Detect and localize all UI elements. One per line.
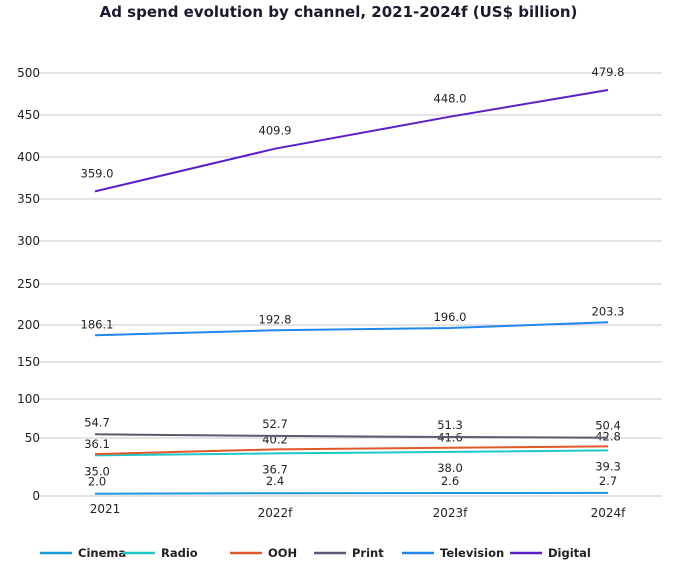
series-line-digital [94, 89, 609, 193]
data-label: 36.7 [262, 462, 288, 476]
legend-label: Cinema [78, 546, 126, 560]
data-label: 39.3 [595, 459, 621, 473]
y-tick-label: 350 [17, 192, 40, 206]
y-tick-label: 50 [25, 431, 40, 445]
y-tick-label: 500 [17, 66, 40, 80]
legend-label: Digital [548, 546, 591, 560]
data-label: 35.0 [84, 464, 110, 478]
data-label: 192.8 [259, 312, 292, 326]
series-line-cinema [94, 491, 609, 495]
y-tick-label: 400 [17, 150, 40, 164]
y-tick-label: 0 [32, 489, 40, 503]
y-tick-label: 100 [17, 392, 40, 406]
data-label: 51.3 [437, 418, 463, 432]
data-label: 196.0 [434, 310, 467, 324]
data-label: 54.7 [84, 415, 110, 429]
data-label: 359.0 [81, 166, 114, 180]
x-tick-label: 2021 [90, 502, 121, 516]
data-label: 203.3 [592, 304, 625, 318]
x-tick-label: 2022f [258, 506, 294, 520]
x-tick-label: 2024f [591, 506, 627, 520]
series-line-radio [94, 449, 609, 457]
data-label: 40.2 [262, 432, 288, 446]
data-label: 448.0 [434, 92, 467, 106]
legend-label: Radio [161, 546, 198, 560]
data-label: 2.0 [88, 475, 106, 489]
series-line-television [94, 321, 609, 337]
y-tick-label: 450 [17, 108, 40, 122]
data-label: 479.8 [592, 65, 625, 79]
x-tick-label: 2023f [433, 506, 469, 520]
data-label: 409.9 [259, 124, 292, 138]
data-label: 36.1 [84, 437, 110, 451]
data-label: 52.7 [262, 417, 288, 431]
data-label: 2.7 [599, 474, 617, 488]
data-label: 42.8 [595, 429, 621, 443]
y-tick-label: 300 [17, 234, 40, 248]
series-line-print [94, 433, 609, 439]
data-label: 186.1 [81, 317, 114, 331]
legend-label: Print [352, 546, 384, 560]
data-label: 2.4 [266, 474, 284, 488]
data-label: 38.0 [437, 461, 463, 475]
data-label: 2.6 [441, 474, 459, 488]
y-tick-label: 200 [17, 318, 40, 332]
legend-label: OOH [268, 546, 297, 560]
legend-label: Television [440, 546, 504, 560]
chart-title: Ad spend evolution by channel, 2021-2024… [99, 3, 578, 21]
data-label: 50.4 [595, 419, 621, 433]
y-tick-label: 250 [17, 277, 40, 291]
y-tick-label: 150 [17, 355, 40, 369]
series-line-ooh [94, 445, 609, 456]
